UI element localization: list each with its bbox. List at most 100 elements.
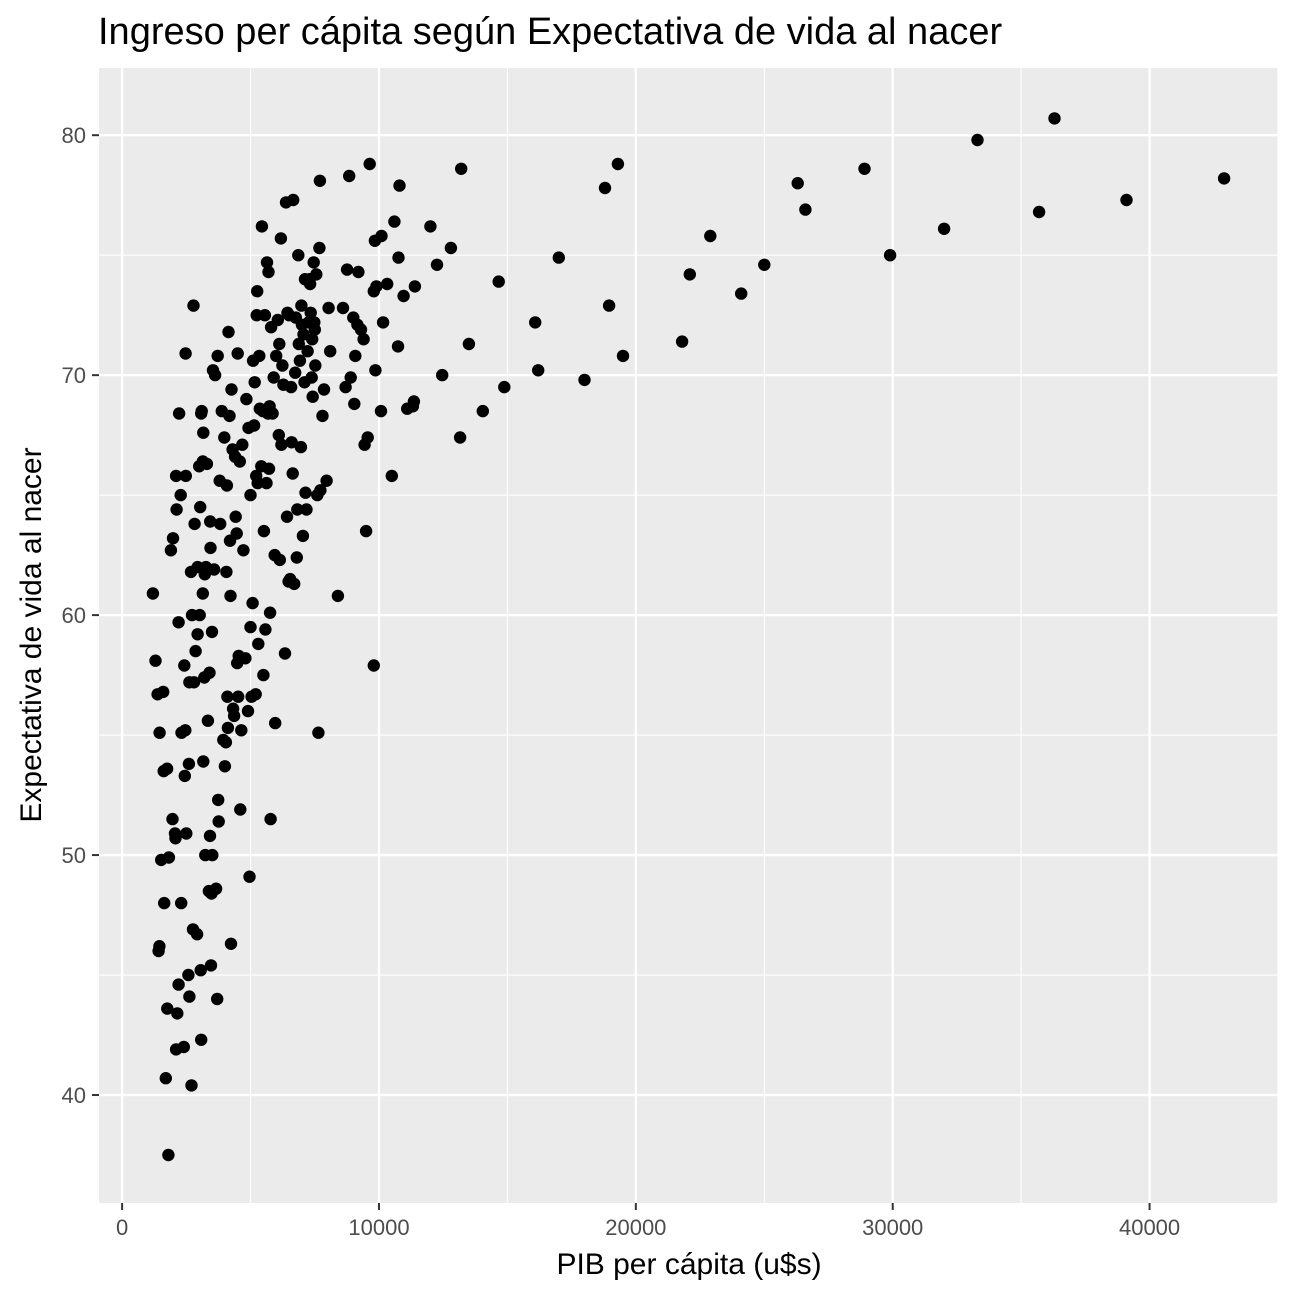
data-point bbox=[201, 714, 215, 727]
data-point bbox=[206, 848, 219, 862]
data-point bbox=[616, 349, 630, 363]
data-point bbox=[408, 280, 422, 293]
data-point bbox=[598, 181, 612, 195]
data-point bbox=[498, 380, 511, 394]
data-point bbox=[303, 277, 317, 291]
data-point bbox=[381, 277, 394, 291]
data-point bbox=[376, 316, 390, 329]
data-point bbox=[169, 469, 183, 483]
data-point bbox=[241, 704, 255, 718]
data-point bbox=[162, 851, 176, 864]
data-point bbox=[212, 815, 225, 828]
data-point bbox=[203, 829, 217, 843]
data-point bbox=[230, 527, 243, 540]
data-point bbox=[224, 589, 237, 603]
data-point bbox=[369, 364, 382, 377]
chart-title: Ingreso per cápita según Expectativa de … bbox=[98, 11, 1002, 53]
data-point bbox=[392, 251, 405, 264]
data-point bbox=[349, 349, 362, 363]
data-point bbox=[219, 736, 233, 749]
data-point bbox=[339, 380, 352, 394]
data-point bbox=[211, 992, 224, 1006]
data-point bbox=[229, 510, 242, 523]
data-point bbox=[179, 724, 192, 737]
data-point bbox=[182, 968, 195, 982]
data-point bbox=[252, 637, 265, 651]
minor-gridlines bbox=[99, 68, 1279, 1203]
data-point bbox=[234, 803, 247, 816]
data-point bbox=[476, 404, 489, 418]
x-tick-label: 20000 bbox=[605, 1215, 666, 1240]
data-point bbox=[187, 299, 200, 312]
data-point bbox=[367, 659, 380, 672]
data-point bbox=[172, 407, 186, 420]
data-point bbox=[239, 652, 252, 665]
data-point bbox=[295, 299, 308, 312]
data-point bbox=[704, 229, 717, 243]
data-point bbox=[313, 174, 327, 187]
data-point bbox=[251, 476, 264, 490]
data-point bbox=[348, 397, 361, 411]
data-point bbox=[175, 896, 188, 910]
data-point bbox=[307, 256, 320, 269]
data-point bbox=[308, 323, 321, 336]
data-point bbox=[204, 959, 218, 972]
data-point bbox=[240, 392, 253, 406]
data-point bbox=[306, 333, 319, 346]
data-point bbox=[284, 380, 298, 394]
data-point bbox=[407, 395, 421, 408]
data-point bbox=[157, 685, 170, 699]
data-point bbox=[191, 628, 204, 641]
data-point bbox=[320, 474, 333, 487]
data-point bbox=[300, 503, 313, 516]
data-point bbox=[204, 515, 217, 528]
data-point bbox=[243, 870, 256, 883]
data-point bbox=[196, 587, 209, 600]
data-point bbox=[444, 241, 458, 255]
y-tick-label: 60 bbox=[62, 603, 86, 628]
data-point bbox=[354, 323, 368, 336]
data-point bbox=[430, 258, 444, 271]
data-point bbox=[233, 455, 246, 468]
data-point bbox=[209, 882, 223, 895]
data-point bbox=[363, 157, 376, 171]
data-point bbox=[221, 690, 234, 703]
x-tick-label: 40000 bbox=[1119, 1215, 1180, 1240]
data-point bbox=[203, 666, 216, 679]
data-point bbox=[183, 990, 196, 1003]
data-point bbox=[260, 256, 274, 269]
data-point bbox=[161, 1002, 174, 1015]
data-point bbox=[313, 241, 326, 255]
data-point bbox=[197, 426, 210, 439]
data-point bbox=[340, 263, 354, 276]
data-point bbox=[301, 345, 314, 358]
data-point bbox=[1120, 193, 1133, 207]
data-point bbox=[246, 596, 259, 610]
y-tick-label: 40 bbox=[62, 1083, 86, 1108]
data-point bbox=[285, 436, 298, 449]
data-point bbox=[263, 606, 277, 619]
data-point bbox=[602, 299, 616, 312]
data-point bbox=[169, 832, 182, 845]
data-point bbox=[361, 431, 374, 444]
data-point bbox=[178, 769, 191, 783]
data-point bbox=[262, 265, 275, 279]
data-point bbox=[218, 431, 231, 444]
data-point bbox=[316, 409, 329, 423]
data-point bbox=[883, 249, 897, 262]
data-point bbox=[331, 589, 345, 603]
data-point bbox=[272, 428, 285, 442]
data-point bbox=[291, 503, 304, 516]
data-point bbox=[357, 333, 370, 346]
data-point bbox=[391, 340, 405, 353]
data-point bbox=[286, 467, 299, 480]
data-point bbox=[292, 249, 305, 262]
data-point bbox=[231, 347, 244, 360]
data-point bbox=[1032, 205, 1046, 219]
data-point bbox=[189, 644, 202, 658]
data-point bbox=[270, 349, 283, 363]
data-point bbox=[375, 229, 388, 243]
data-point bbox=[179, 347, 192, 360]
data-point bbox=[149, 654, 162, 667]
